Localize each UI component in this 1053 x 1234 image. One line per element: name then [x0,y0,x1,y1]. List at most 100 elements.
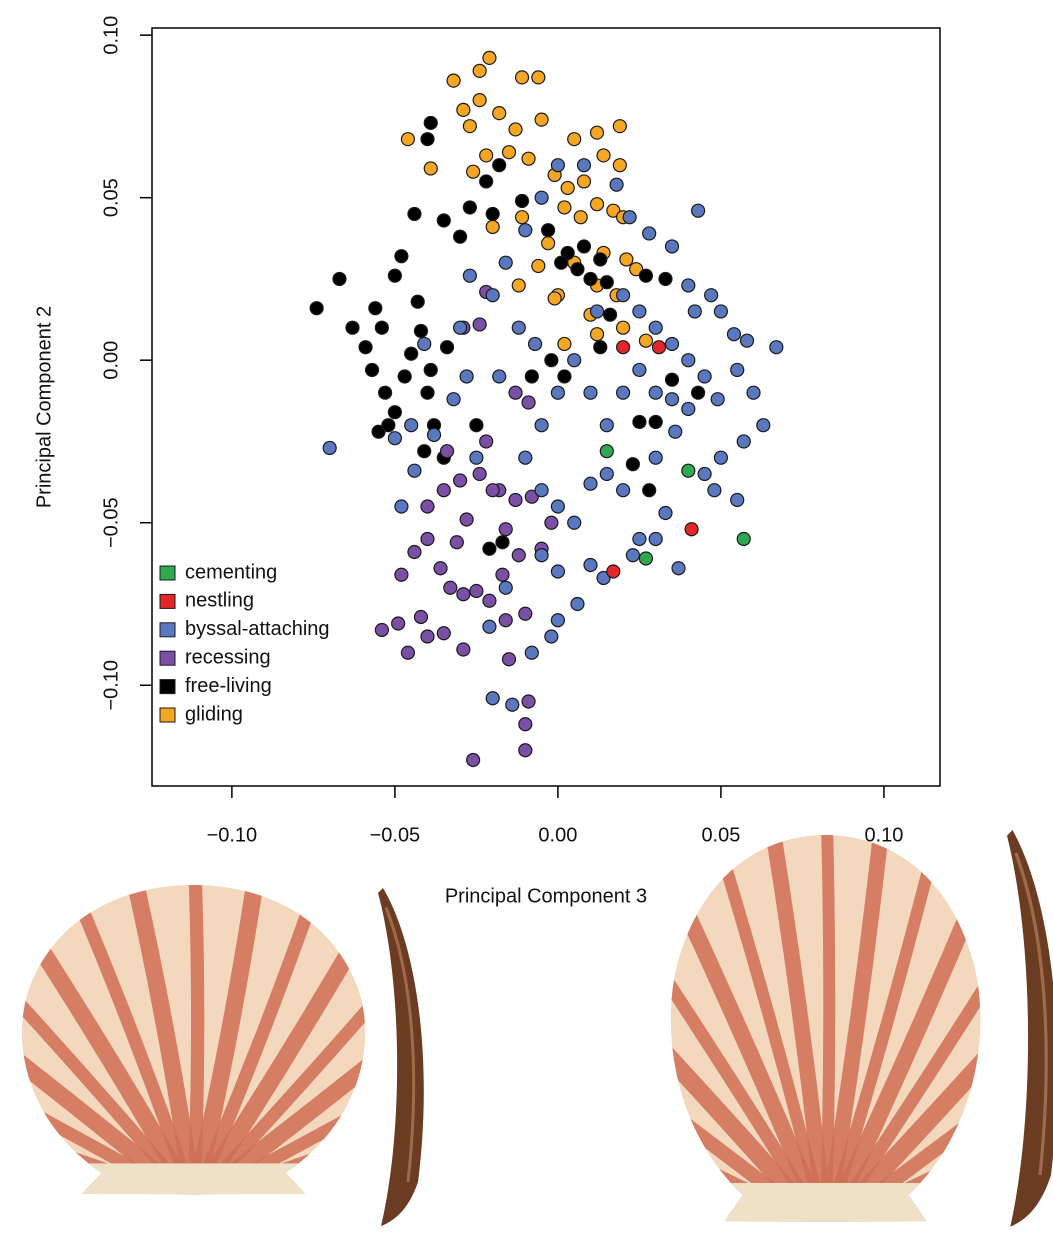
data-point [731,493,744,506]
y-axis-label: Principal Component 2 [33,306,55,508]
x-tick-label: −0.10 [207,824,258,846]
data-point [659,272,672,285]
data-point [584,386,597,399]
data-point [424,162,437,175]
data-point [577,175,590,188]
data-point [395,500,408,513]
data-point [496,536,509,549]
data-point [591,328,604,341]
data-point [545,354,558,367]
data-point [519,451,532,464]
data-point [545,516,558,529]
data-point [454,321,467,334]
data-point [607,565,620,578]
data-point [620,253,633,266]
data-point [535,191,548,204]
data-point [682,464,695,477]
legend: cementingnestlingbyssal-attachingrecessi… [160,561,330,725]
data-point [666,373,679,386]
data-point [493,107,506,120]
data-point [617,341,630,354]
data-point [688,305,701,318]
data-point [626,458,639,471]
data-point [457,103,470,116]
shell-side-image [1007,830,1053,1227]
data-point [470,584,483,597]
data-point [714,305,727,318]
data-point [584,272,597,285]
y-tick-label: 0.10 [100,16,122,55]
data-point [600,467,613,480]
data-point [388,432,401,445]
data-point [639,334,652,347]
legend-swatch [160,651,175,665]
data-point [571,597,584,610]
legend-label: gliding [185,703,243,725]
data-point [600,445,613,458]
data-point [463,120,476,133]
data-point [463,269,476,282]
data-point [574,211,587,224]
data-point [496,568,509,581]
data-point [457,643,470,656]
data-point [594,341,607,354]
data-point [649,532,662,545]
data-point [405,419,418,432]
data-point [441,341,454,354]
data-point [551,614,564,627]
data-point [486,289,499,302]
data-point [649,321,662,334]
data-point [467,165,480,178]
data-point [480,149,493,162]
data-point [532,259,545,272]
data-point [447,393,460,406]
data-point [555,256,568,269]
data-point [577,240,590,253]
data-point [600,276,613,289]
data-point [405,347,418,360]
data-point [617,321,630,334]
data-point [737,532,750,545]
data-point [502,653,515,666]
legend-label: byssal-attaching [185,618,330,640]
data-point [502,146,515,159]
data-point [346,321,359,334]
data-point [633,415,646,428]
data-point [411,295,424,308]
data-point [375,321,388,334]
data-point [499,256,512,269]
data-point [594,253,607,266]
y-tick-label: 0.00 [100,341,122,380]
data-point [535,113,548,126]
data-point [617,289,630,302]
data-point [623,211,636,224]
data-point [626,549,639,562]
data-point [486,207,499,220]
data-point [398,370,411,383]
data-point [457,588,470,601]
data-point [633,363,646,376]
data-point [551,386,564,399]
data-point [770,341,783,354]
data-point [470,451,483,464]
data-point [519,224,532,237]
data-point [558,201,571,214]
data-point [558,370,571,383]
legend-label: recessing [185,646,271,668]
data-point [421,500,434,513]
data-point [522,695,535,708]
data-point [421,630,434,643]
data-point [408,207,421,220]
data-point [542,224,555,237]
legend-swatch [160,623,175,637]
data-point [516,194,529,207]
data-point [529,337,542,350]
data-point [584,558,597,571]
data-point [473,318,486,331]
data-point [698,370,711,383]
data-point [483,51,496,64]
data-point [506,698,519,711]
data-point [509,123,522,136]
data-point [395,568,408,581]
data-point [499,581,512,594]
